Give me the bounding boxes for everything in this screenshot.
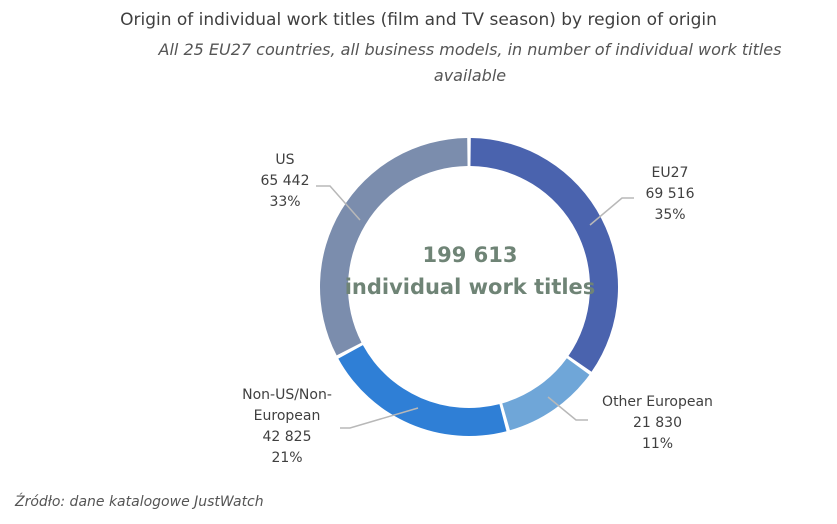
label-us: US 65 442 33%	[250, 150, 320, 213]
slice-other-european	[502, 358, 590, 431]
label-us-name: US	[275, 152, 295, 168]
label-eu27-value: 69 516	[645, 186, 695, 202]
slice-eu27	[470, 138, 618, 372]
label-eu27-name: EU27	[651, 165, 689, 181]
label-non-us-name-line2: European	[253, 408, 321, 424]
center-total-label: individual work titles	[344, 275, 596, 299]
label-non-us-name-line1: Non-US/Non-	[242, 387, 332, 403]
slice-non-us-non-european	[338, 345, 507, 436]
label-other-european-name: Other European	[602, 394, 713, 410]
source-note: Źródło: dane katalogowe JustWatch	[15, 494, 264, 510]
leader-other-european	[547, 396, 588, 421]
label-us-value: 65 442	[260, 173, 310, 189]
chart-subtitle: All 25 EU27 countries, all business mode…	[158, 40, 782, 85]
leader-us	[316, 185, 361, 221]
label-non-us-value: 42 825	[262, 429, 312, 445]
chart-title: Origin of individual work titles (film a…	[120, 10, 717, 30]
label-us-percent: 33%	[269, 194, 301, 210]
center-total-value: 199 613	[422, 243, 518, 267]
label-eu27-percent: 35%	[654, 207, 686, 223]
label-non-us-percent: 21%	[271, 450, 303, 466]
leader-eu27	[589, 197, 634, 226]
label-other-european: Other European 21 830 11%	[590, 392, 725, 455]
label-non-us-non-european: Non-US/Non- European 42 825 21%	[232, 385, 342, 469]
label-eu27: EU27 69 516 35%	[630, 163, 710, 226]
leader-non-us-non-european	[340, 407, 419, 429]
slice-us	[320, 138, 468, 356]
label-other-european-percent: 11%	[641, 436, 674, 452]
label-other-european-value: 21 830	[633, 415, 682, 431]
